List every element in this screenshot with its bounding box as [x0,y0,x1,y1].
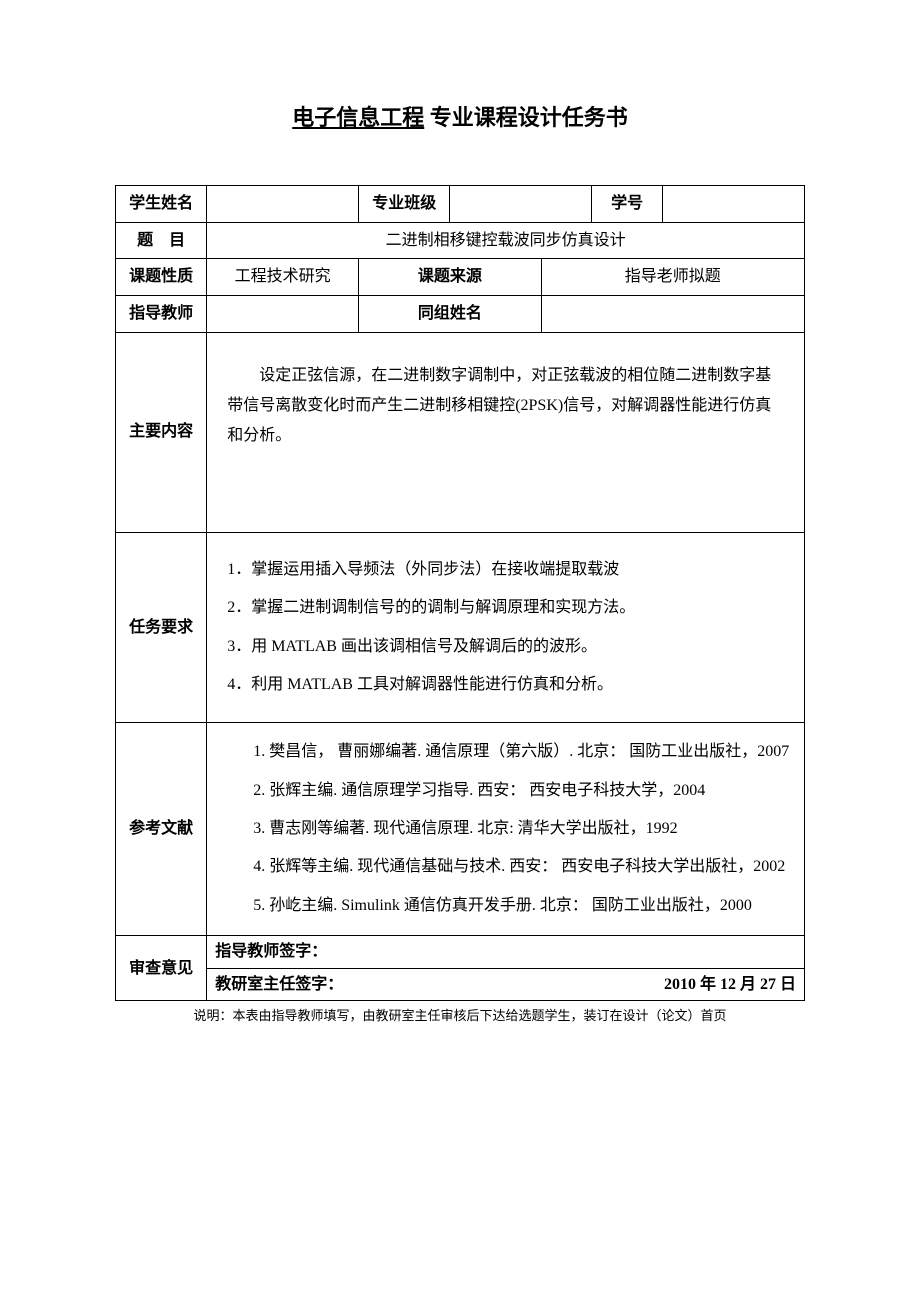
value-references: 1. 樊昌信， 曹丽娜编著. 通信原理（第六版）. 北京： 国防工业出版社，20… [207,723,805,936]
row-topic: 题 目 二进制相移键控载波同步仿真设计 [116,222,805,259]
label-topic: 题 目 [116,222,207,259]
ref-item-1: 1. 樊昌信， 曹丽娜编著. 通信原理（第六版）. 北京： 国防工业出版社，20… [221,733,790,771]
req-item-3: 3．用 MATLAB 画出该调相信号及解调后的的波形。 [227,628,784,666]
label-main-content: 主要内容 [116,332,207,532]
label-advisor: 指导教师 [116,295,207,332]
row-review: 审查意见 指导教师签字： [116,936,805,969]
value-student-name [207,186,359,223]
task-form-table: 学生姓名 专业班级 学号 题 目 二进制相移键控载波同步仿真设计 课题性质 工程… [115,185,805,1001]
row-requirements: 任务要求 1．掌握运用插入导频法（外同步法）在接收端提取载波 2．掌握二进制调制… [116,532,805,723]
title-major: 电子信息工程 [292,105,424,130]
label-references: 参考文献 [116,723,207,936]
row-references: 参考文献 1. 樊昌信， 曹丽娜编著. 通信原理（第六版）. 北京： 国防工业出… [116,723,805,936]
label-student-name: 学生姓名 [116,186,207,223]
req-item-2: 2．掌握二进制调制信号的的调制与解调原理和实现方法。 [227,589,784,627]
ref-item-3: 3. 曹志刚等编著. 现代通信原理. 北京: 清华大学出版社，1992 [221,810,790,848]
value-class [450,186,592,223]
label-student-id: 学号 [592,186,663,223]
footnote: 说明：本表由指导教师填写，由教研室主任审核后下达给选题学生，装订在设计（论文）首… [115,1006,805,1027]
main-content-text: 设定正弦信源，在二进制数字调制中，对正弦载波的相位随二进制数字基带信号离散变化时… [227,361,784,452]
value-topic-source-by: 指导老师拟题 [541,259,804,296]
signature-date: 2010 年 12 月 27 日 [664,972,796,998]
value-requirements: 1．掌握运用插入导频法（外同步法）在接收端提取载波 2．掌握二进制调制信号的的调… [207,532,805,723]
ref-item-5: 5. 孙屹主编. Simulink 通信仿真开发手册. 北京： 国防工业出版社，… [221,887,790,925]
value-topic-nature: 工程技术研究 [207,259,359,296]
title-suffix: 专业课程设计任务书 [424,105,628,130]
row-main-content: 主要内容 设定正弦信源，在二进制数字调制中，对正弦载波的相位随二进制数字基带信号… [116,332,805,532]
dept-signature: 教研室主任签字： [215,972,343,998]
page-title: 电子信息工程 专业课程设计任务书 [115,100,805,135]
label-task-req: 任务要求 [116,532,207,723]
row-advisor: 指导教师 同组姓名 [116,295,805,332]
value-student-id [663,186,805,223]
label-group-names: 同组姓名 [359,295,541,332]
value-group-names [541,295,804,332]
req-item-4: 4．利用 MATLAB 工具对解调器性能进行仿真和分析。 [227,666,784,704]
ref-item-4: 4. 张辉等主编. 现代通信基础与技术. 西安： 西安电子科技大学出版社，200… [221,848,790,886]
row-student: 学生姓名 专业班级 学号 [116,186,805,223]
row-topic-nature: 课题性质 工程技术研究 课题来源 指导老师拟题 [116,259,805,296]
req-item-1: 1．掌握运用插入导频法（外同步法）在接收端提取载波 [227,551,784,589]
value-advisor [207,295,359,332]
dept-signature-cell: 教研室主任签字： 2010 年 12 月 27 日 [207,968,805,1001]
label-class: 专业班级 [359,186,450,223]
label-review: 审查意见 [116,936,207,1001]
row-review-2: 教研室主任签字： 2010 年 12 月 27 日 [116,968,805,1001]
value-main-content: 设定正弦信源，在二进制数字调制中，对正弦载波的相位随二进制数字基带信号离散变化时… [207,332,805,532]
advisor-signature: 指导教师签字： [207,936,805,969]
label-topic-nature: 课题性质 [116,259,207,296]
value-topic: 二进制相移键控载波同步仿真设计 [207,222,805,259]
ref-item-2: 2. 张辉主编. 通信原理学习指导. 西安： 西安电子科技大学，2004 [221,772,790,810]
label-topic-source: 课题来源 [359,259,541,296]
